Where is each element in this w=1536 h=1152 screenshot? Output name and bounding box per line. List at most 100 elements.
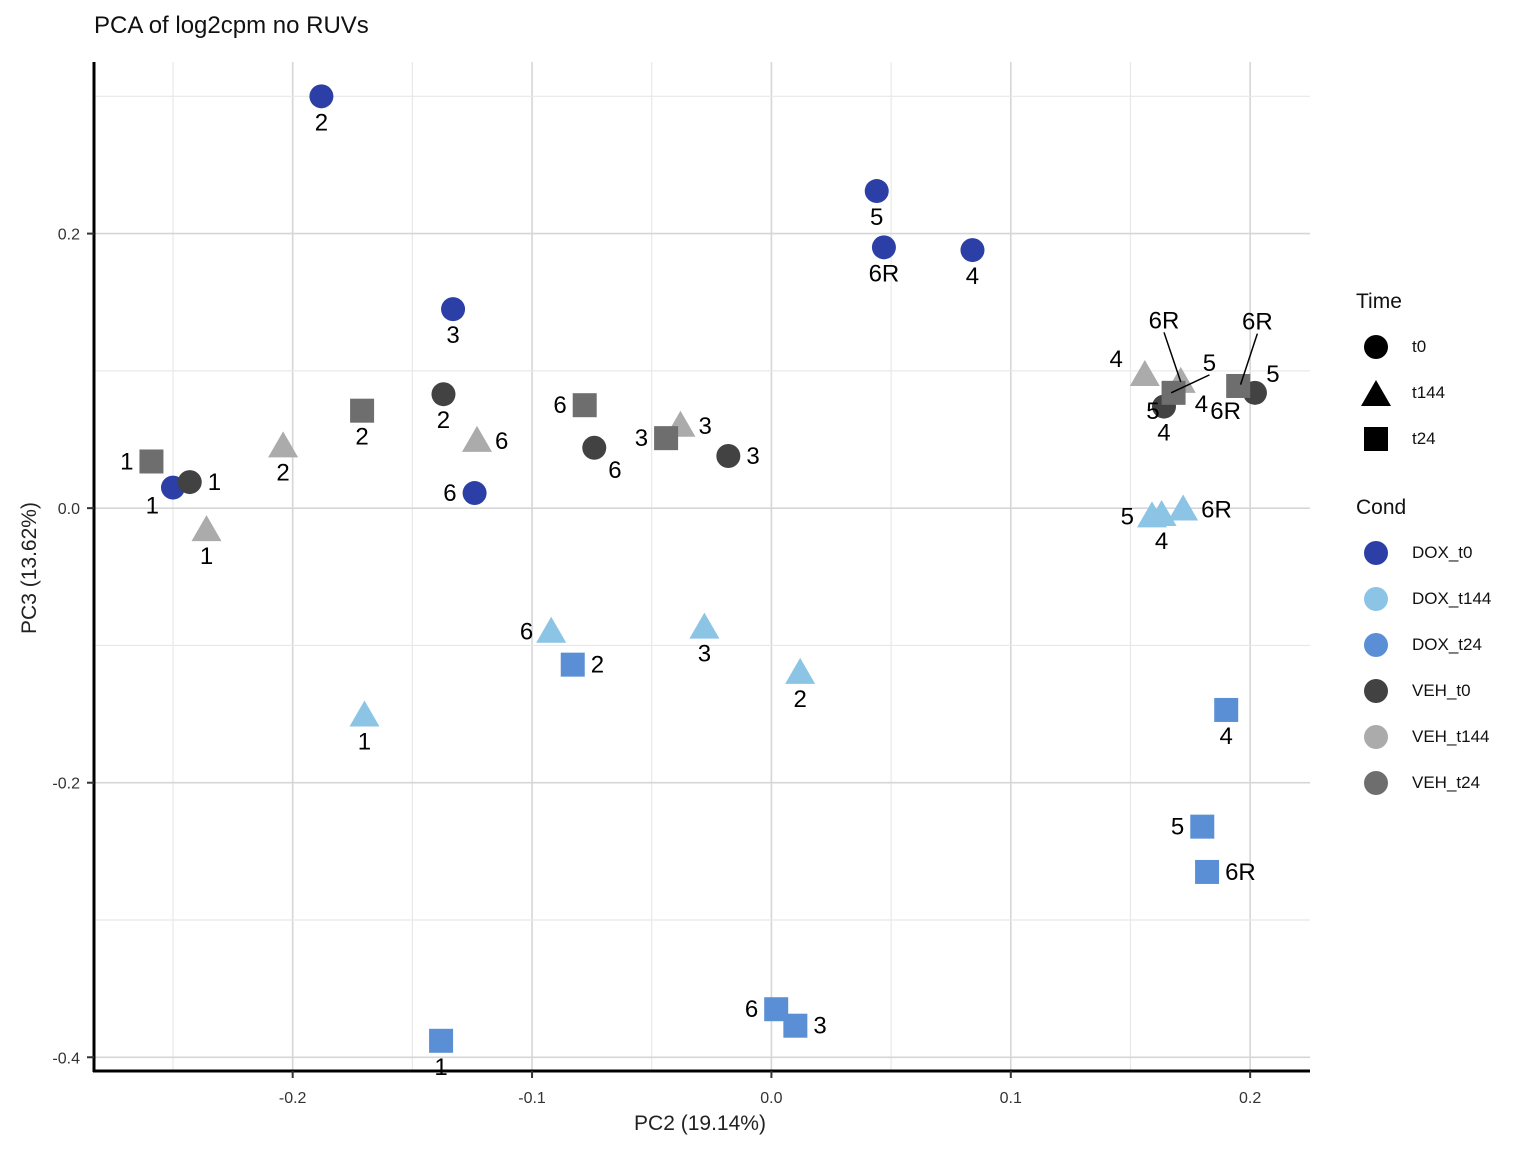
data-point bbox=[689, 612, 720, 639]
data-point bbox=[429, 1028, 454, 1053]
data-point bbox=[1129, 359, 1160, 386]
legend-item-dox-t144: DOX_t144 bbox=[1356, 576, 1491, 622]
data-point bbox=[268, 431, 299, 458]
data-point bbox=[864, 179, 889, 204]
point-label: 6 bbox=[520, 619, 533, 646]
point-label: 1 bbox=[358, 728, 371, 755]
data-point bbox=[572, 393, 597, 418]
legend-cond-items: DOX_t0 DOX_t144 DOX_t24 VEH_t0 VEH_t144 VEH_t… bbox=[1356, 530, 1491, 806]
data-point bbox=[654, 426, 679, 451]
point-label: 2 bbox=[591, 652, 604, 679]
legend-time-title: Time bbox=[1356, 290, 1402, 313]
point-label: 3 bbox=[698, 413, 711, 440]
color-swatch-icon bbox=[1356, 671, 1396, 711]
legend-label-t144: t144 bbox=[1412, 383, 1446, 402]
data-point bbox=[349, 700, 380, 727]
x-tick-label: -0.2 bbox=[279, 1090, 307, 1107]
circle-icon bbox=[1356, 327, 1396, 367]
point-label: 1 bbox=[200, 543, 213, 570]
legend-label: DOX_t144 bbox=[1412, 589, 1492, 608]
legend-label: VEH_t0 bbox=[1412, 681, 1471, 700]
data-point bbox=[1161, 380, 1186, 405]
point-label: 6R bbox=[1149, 307, 1180, 334]
legend-cond-title: Cond bbox=[1356, 496, 1407, 519]
legend: Time t0 t144 t24 Cond DOX_t0 DOX_t144 DOX_… bbox=[1356, 290, 1491, 806]
y-axis-label: PC3 (13.62%) bbox=[18, 502, 41, 634]
point-label: 6 bbox=[443, 480, 456, 507]
data-point bbox=[783, 1013, 808, 1038]
data-point bbox=[1214, 697, 1239, 722]
legend-item-veh-t144: VEH_t144 bbox=[1356, 714, 1491, 760]
chart-title: PCA of log2cpm no RUVs bbox=[94, 12, 369, 39]
x-axis-label: PC2 (19.14%) bbox=[634, 1112, 766, 1135]
point-label: 3 bbox=[446, 322, 459, 349]
color-swatch-icon bbox=[1356, 533, 1396, 573]
point-label: 3 bbox=[698, 641, 711, 668]
x-tick-label: 0.0 bbox=[760, 1090, 782, 1107]
data-point bbox=[177, 470, 202, 495]
triangle-icon bbox=[1356, 373, 1396, 413]
data-point bbox=[560, 652, 585, 677]
point-label: 5 bbox=[870, 204, 883, 231]
point-label: 1 bbox=[120, 448, 133, 475]
legend-item-dox-t0: DOX_t0 bbox=[1356, 530, 1491, 576]
square-icon bbox=[1356, 419, 1396, 459]
data-point bbox=[441, 297, 466, 322]
point-label: 6 bbox=[745, 996, 758, 1023]
point-label: 4 bbox=[966, 263, 979, 290]
label-leader-line bbox=[1170, 374, 1210, 394]
y-tick-label: -0.2 bbox=[52, 776, 80, 793]
label-leader-line bbox=[1163, 332, 1182, 383]
point-label: 5 bbox=[1171, 814, 1184, 841]
data-point bbox=[871, 235, 896, 260]
legend-label-t24: t24 bbox=[1412, 429, 1436, 448]
legend-item-dox-t24: DOX_t24 bbox=[1356, 622, 1491, 668]
point-label: 6R bbox=[1210, 398, 1241, 425]
legend-item-t24: t24 bbox=[1356, 416, 1491, 462]
y-tick-label: 0.2 bbox=[58, 227, 80, 244]
point-label: 5 bbox=[1266, 361, 1279, 388]
data-point bbox=[785, 657, 816, 684]
data-point bbox=[1190, 814, 1215, 839]
legend-label: DOX_t0 bbox=[1412, 543, 1473, 562]
color-swatch-icon bbox=[1356, 579, 1396, 619]
point-label: 6R bbox=[1225, 859, 1256, 886]
point-label: 2 bbox=[437, 407, 450, 434]
x-tick-label: -0.1 bbox=[518, 1090, 546, 1107]
point-label: 3 bbox=[746, 443, 759, 470]
legend-item-t144: t144 bbox=[1356, 370, 1491, 416]
data-point bbox=[309, 84, 334, 109]
color-swatch-icon bbox=[1356, 763, 1396, 803]
point-label: 5 bbox=[1146, 398, 1159, 425]
data-point bbox=[1195, 859, 1220, 884]
point-label: 2 bbox=[315, 109, 328, 136]
color-swatch-icon bbox=[1356, 717, 1396, 757]
legend-item-veh-t0: VEH_t0 bbox=[1356, 668, 1491, 714]
y-tick-label: 0.0 bbox=[58, 501, 80, 518]
point-label: 4 bbox=[1220, 723, 1233, 750]
legend-label: VEH_t24 bbox=[1412, 773, 1481, 792]
point-label: 6 bbox=[553, 392, 566, 419]
point-label: 5 bbox=[1121, 503, 1134, 530]
point-label: 2 bbox=[276, 459, 289, 486]
legend-item-t0: t0 bbox=[1356, 324, 1491, 370]
data-point bbox=[350, 398, 375, 423]
point-label: 1 bbox=[208, 469, 221, 496]
legend-label: DOX_t24 bbox=[1412, 635, 1482, 654]
point-label: 1 bbox=[146, 493, 159, 520]
x-tick-label: 0.1 bbox=[1000, 1090, 1022, 1107]
point-label: 6 bbox=[608, 457, 621, 484]
color-swatch-icon bbox=[1356, 625, 1396, 665]
point-label: 3 bbox=[635, 425, 648, 452]
data-point bbox=[1168, 494, 1199, 521]
point-label: 2 bbox=[793, 686, 806, 713]
data-point bbox=[462, 481, 487, 506]
data-point bbox=[582, 435, 607, 460]
legend-label: VEH_t144 bbox=[1412, 727, 1490, 746]
point-label: 3 bbox=[813, 1013, 826, 1040]
data-point bbox=[536, 616, 567, 643]
point-label: 4 bbox=[1155, 528, 1168, 555]
point-label: 6 bbox=[495, 428, 508, 455]
point-label: 6R bbox=[869, 260, 900, 287]
